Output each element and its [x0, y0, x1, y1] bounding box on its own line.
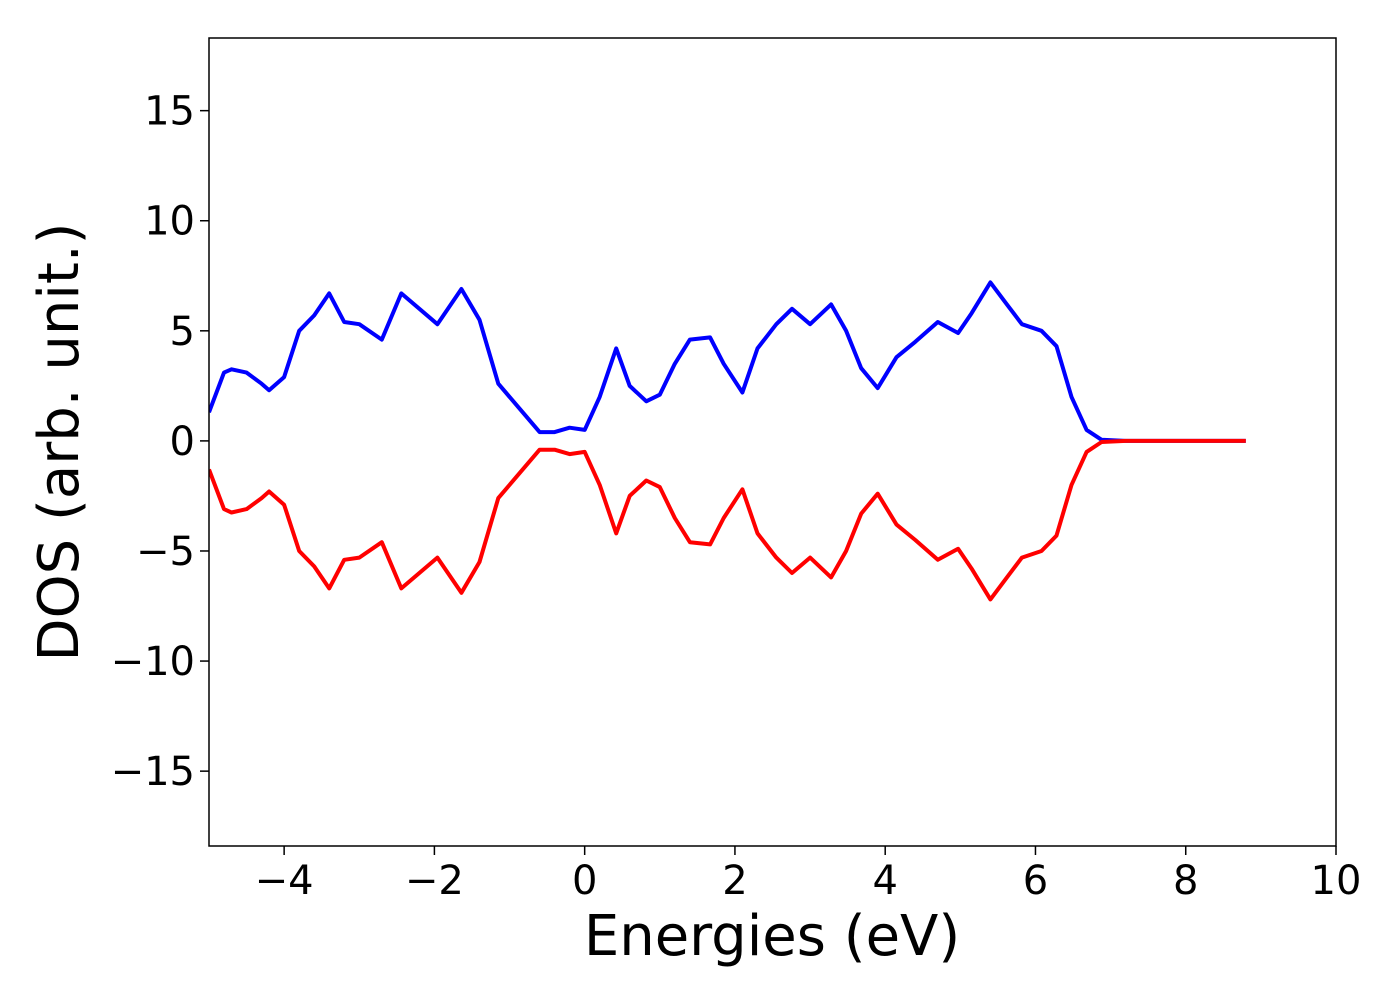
x-tick-label: −2 [405, 858, 464, 904]
series-line [209, 280, 1246, 443]
y-tick-label: 15 [144, 89, 195, 135]
y-tick-label: −15 [111, 749, 195, 795]
y-tick-label: 5 [170, 309, 195, 355]
x-tick-label: 8 [1173, 858, 1198, 904]
y-tick-label: −10 [111, 639, 195, 685]
x-axis-label: Energies (eV) [584, 904, 960, 969]
y-axis-label: DOS (arb. unit.) [27, 222, 92, 661]
y-tick-label: 0 [170, 419, 195, 465]
x-tick-label: −4 [255, 858, 314, 904]
x-tick-label: 2 [722, 858, 747, 904]
x-tick-label: 4 [872, 858, 897, 904]
y-tick-label: 10 [144, 199, 195, 245]
series-line [209, 438, 1246, 602]
x-tick-label: 0 [572, 858, 597, 904]
x-tick-label: 6 [1023, 858, 1048, 904]
x-tick-label: 10 [1311, 858, 1362, 904]
plot-frame [208, 37, 1337, 847]
y-tick-label: −5 [136, 529, 195, 575]
